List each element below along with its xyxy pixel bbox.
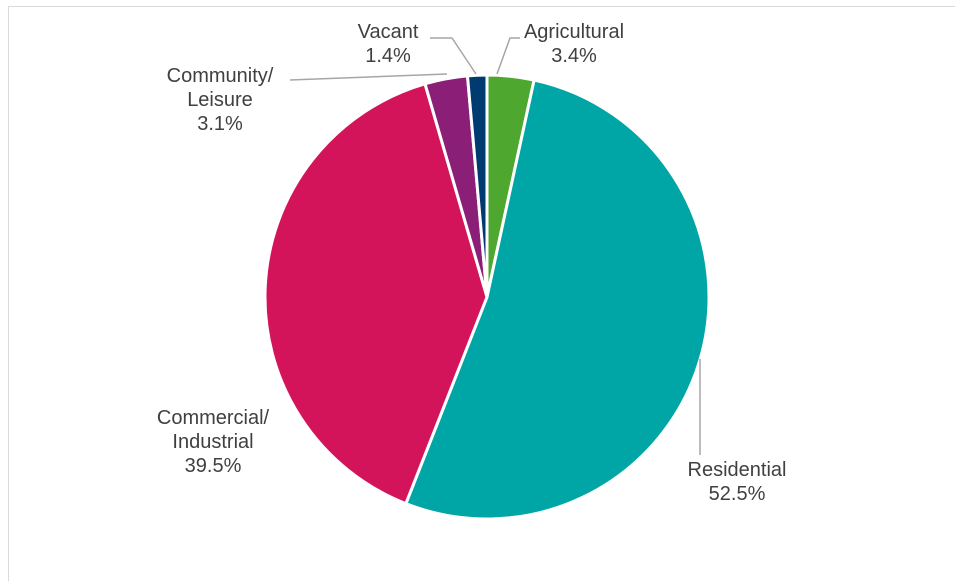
value-label: 3.1%	[197, 113, 243, 135]
category-label: Vacant	[358, 21, 419, 43]
category-label: Industrial	[172, 431, 253, 453]
value-label: 3.4%	[551, 45, 597, 67]
slice-commercial-industrial	[263, 81, 489, 506]
leader-lines	[289, 37, 701, 455]
data-label-residential: Residential 52.5%	[688, 459, 787, 505]
leader-line-agricultural	[496, 37, 520, 75]
category-label: Leisure	[187, 89, 253, 111]
data-label-agricultural: Agricultural 3.4%	[524, 21, 624, 67]
leader-line-vacant	[430, 37, 477, 75]
category-label: Commercial/	[157, 407, 270, 429]
value-label: 39.5%	[185, 455, 242, 477]
leader-line-community-leisure	[289, 73, 448, 81]
category-label: Residential	[688, 459, 787, 481]
slice-labels: Agricultural 3.4% Residential 52.5% Commerci…	[157, 21, 787, 505]
data-label-vacant: Vacant 1.4%	[358, 21, 419, 67]
pie-slices	[263, 73, 711, 521]
slice-vacant	[465, 73, 489, 298]
category-label: Community/	[167, 65, 274, 87]
value-label: 1.4%	[365, 45, 411, 67]
value-label: 52.5%	[709, 483, 766, 505]
data-label-community-leisure: Community/Leisure 3.1%	[167, 65, 274, 135]
category-label: Agricultural	[524, 21, 624, 43]
data-label-commercial-industrial: Commercial/Industrial 39.5%	[157, 407, 270, 477]
